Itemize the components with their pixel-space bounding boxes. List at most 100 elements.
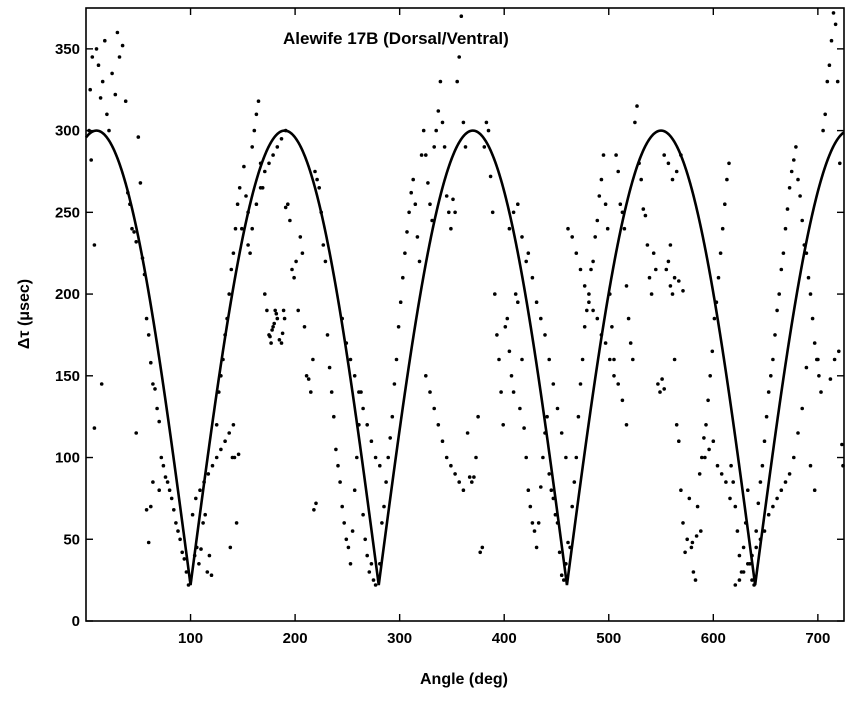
model-curve: [84, 129, 845, 586]
data-point: [490, 210, 495, 215]
data-point: [363, 537, 368, 542]
data-point: [346, 545, 351, 550]
data-point: [298, 235, 303, 239]
data-point: [666, 161, 671, 166]
data-point: [513, 292, 518, 296]
data-point: [270, 328, 274, 332]
data-point: [760, 463, 765, 468]
data-point: [407, 210, 411, 215]
data-point: [153, 387, 157, 391]
data-point: [242, 164, 246, 169]
data-point: [277, 338, 282, 342]
data-point: [832, 357, 837, 362]
data-point: [348, 562, 353, 566]
data-point: [484, 120, 489, 125]
data-point: [603, 202, 608, 206]
data-point: [618, 202, 623, 206]
data-point: [413, 202, 418, 206]
data-point: [288, 218, 292, 223]
data-point: [587, 292, 591, 296]
data-point: [159, 455, 164, 460]
data-point: [236, 452, 241, 457]
data-point: [409, 190, 414, 195]
data-point: [105, 112, 109, 117]
data-point: [436, 423, 441, 427]
data-point: [263, 292, 267, 296]
data-point: [764, 414, 769, 419]
data-point: [248, 251, 252, 255]
data-point: [144, 508, 149, 512]
data-point: [132, 230, 136, 234]
data-point: [361, 406, 365, 411]
data-point: [591, 259, 595, 264]
data-point: [735, 529, 740, 533]
data-point: [706, 398, 710, 403]
data-point: [518, 406, 522, 411]
data-point: [551, 382, 556, 386]
data-point: [313, 169, 317, 174]
data-point: [796, 431, 800, 435]
data-point: [724, 480, 728, 484]
data-point: [267, 161, 271, 166]
data-point: [787, 186, 792, 190]
data-point: [524, 455, 528, 460]
data-point: [421, 128, 426, 133]
data-point: [816, 357, 820, 362]
data-point: [90, 55, 95, 59]
data-point: [214, 423, 219, 427]
data-point: [694, 534, 699, 538]
data-point: [595, 316, 600, 321]
data-point: [507, 226, 512, 231]
data-point: [511, 390, 516, 394]
data-point: [373, 455, 378, 460]
data-point: [819, 390, 823, 394]
data-point: [169, 496, 174, 501]
data-point: [275, 316, 280, 321]
data-point: [107, 128, 111, 133]
data-point: [321, 243, 326, 247]
y-tick-label: 200: [55, 286, 80, 303]
data-point: [493, 292, 497, 296]
data-point: [92, 426, 97, 430]
data-point: [449, 226, 453, 231]
data-point: [233, 226, 238, 231]
data-point: [524, 259, 528, 264]
data-point: [574, 251, 579, 255]
data-point: [88, 87, 92, 92]
data-point: [530, 521, 535, 525]
data-point: [691, 570, 696, 574]
data-point: [715, 463, 720, 468]
data-point: [539, 316, 543, 321]
data-point: [800, 218, 804, 223]
data-point: [294, 259, 298, 264]
data-point: [812, 341, 817, 345]
data-point: [472, 475, 476, 479]
data-point: [300, 251, 305, 255]
x-tick-label: 300: [387, 630, 412, 647]
data-point: [651, 251, 656, 255]
data-point: [365, 423, 370, 427]
data-point: [117, 55, 122, 59]
data-point: [808, 463, 813, 468]
data-point: [403, 251, 407, 255]
data-point: [382, 504, 386, 509]
data-point: [214, 455, 219, 460]
data-point: [536, 521, 541, 525]
data-point: [639, 177, 643, 182]
data-point: [660, 377, 664, 381]
data-point: [355, 455, 359, 460]
data-point: [668, 243, 673, 247]
data-point: [149, 504, 153, 509]
y-tick-label: 300: [55, 123, 80, 140]
data-point: [232, 455, 237, 460]
y-tick-label: 250: [55, 204, 80, 221]
data-point: [766, 512, 771, 517]
data-point: [96, 63, 101, 67]
data-point: [741, 570, 746, 574]
data-point: [589, 267, 593, 272]
data-point: [209, 573, 214, 577]
data-point: [227, 431, 231, 435]
data-point: [635, 104, 639, 108]
data-point: [695, 504, 700, 509]
data-point: [733, 504, 738, 509]
